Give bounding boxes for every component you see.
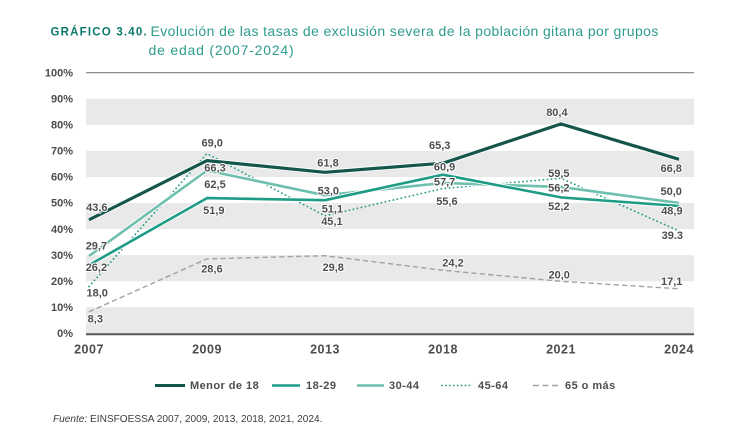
svg-text:2013: 2013 xyxy=(310,343,340,357)
svg-text:20%: 20% xyxy=(51,276,73,288)
svg-text:18,0: 18,0 xyxy=(86,287,107,299)
svg-text:29,8: 29,8 xyxy=(322,262,343,274)
svg-text:45-64: 45-64 xyxy=(478,380,509,392)
svg-text:70%: 70% xyxy=(51,146,73,158)
svg-text:66,8: 66,8 xyxy=(660,163,681,175)
svg-text:2009: 2009 xyxy=(192,343,222,357)
svg-text:61,8: 61,8 xyxy=(317,158,338,170)
svg-text:17,1: 17,1 xyxy=(661,276,682,288)
svg-text:65 o más: 65 o más xyxy=(565,380,616,392)
svg-text:90%: 90% xyxy=(51,94,73,106)
svg-text:43,6: 43,6 xyxy=(86,202,107,214)
svg-text:26,2: 26,2 xyxy=(86,262,107,274)
svg-text:2007: 2007 xyxy=(74,343,104,357)
svg-text:69,0: 69,0 xyxy=(201,137,222,149)
svg-text:de edad (2007-2024): de edad (2007-2024) xyxy=(149,42,295,58)
svg-text:39.3: 39.3 xyxy=(662,230,683,242)
svg-text:2024: 2024 xyxy=(664,343,694,357)
svg-text:80%: 80% xyxy=(51,120,73,132)
svg-text:18-29: 18-29 xyxy=(306,380,336,392)
svg-text:28,6: 28,6 xyxy=(201,264,222,276)
svg-text:29,7: 29,7 xyxy=(86,240,107,252)
svg-text:56,2: 56,2 xyxy=(548,183,569,195)
svg-text:30%: 30% xyxy=(51,250,73,262)
svg-text:80,4: 80,4 xyxy=(546,107,568,119)
svg-text:24,2: 24,2 xyxy=(442,258,463,270)
svg-text:100%: 100% xyxy=(45,67,73,79)
svg-text:20,0: 20,0 xyxy=(548,269,569,281)
svg-text:Menor de 18: Menor de 18 xyxy=(190,380,259,392)
svg-text:Fuente: EINSFOESSA 2007, 2009,: Fuente: EINSFOESSA 2007, 2009, 2013, 201… xyxy=(53,414,322,425)
svg-text:51,9: 51,9 xyxy=(203,205,224,217)
svg-text:51,1: 51,1 xyxy=(322,203,343,215)
svg-text:60%: 60% xyxy=(51,172,73,184)
svg-text:2018: 2018 xyxy=(428,343,458,357)
svg-text:57,7: 57,7 xyxy=(434,177,455,189)
svg-text:0%: 0% xyxy=(57,328,73,340)
svg-text:2021: 2021 xyxy=(546,343,576,357)
svg-text:59,5: 59,5 xyxy=(548,168,569,180)
svg-text:50,0: 50,0 xyxy=(660,186,681,198)
svg-text:30-44: 30-44 xyxy=(389,380,420,392)
svg-text:60,9: 60,9 xyxy=(434,162,455,174)
svg-text:48,9: 48,9 xyxy=(661,206,682,218)
svg-text:55,6: 55,6 xyxy=(436,196,457,208)
svg-text:10%: 10% xyxy=(51,302,73,314)
svg-text:50%: 50% xyxy=(51,198,73,210)
svg-text:45,1: 45,1 xyxy=(321,216,342,228)
svg-text:GRÁFICO 3.40.: GRÁFICO 3.40. xyxy=(51,26,148,39)
svg-text:8,3: 8,3 xyxy=(88,314,103,326)
svg-text:40%: 40% xyxy=(51,224,73,236)
svg-text:53,0: 53,0 xyxy=(318,186,339,198)
svg-text:66,3: 66,3 xyxy=(204,162,225,174)
svg-text:65,3: 65,3 xyxy=(429,140,450,152)
svg-text:52,2: 52,2 xyxy=(548,201,569,213)
svg-text:Evolución de las tasas de excl: Evolución de las tasas de exclusión seve… xyxy=(151,23,659,39)
svg-text:62,5: 62,5 xyxy=(204,179,225,191)
